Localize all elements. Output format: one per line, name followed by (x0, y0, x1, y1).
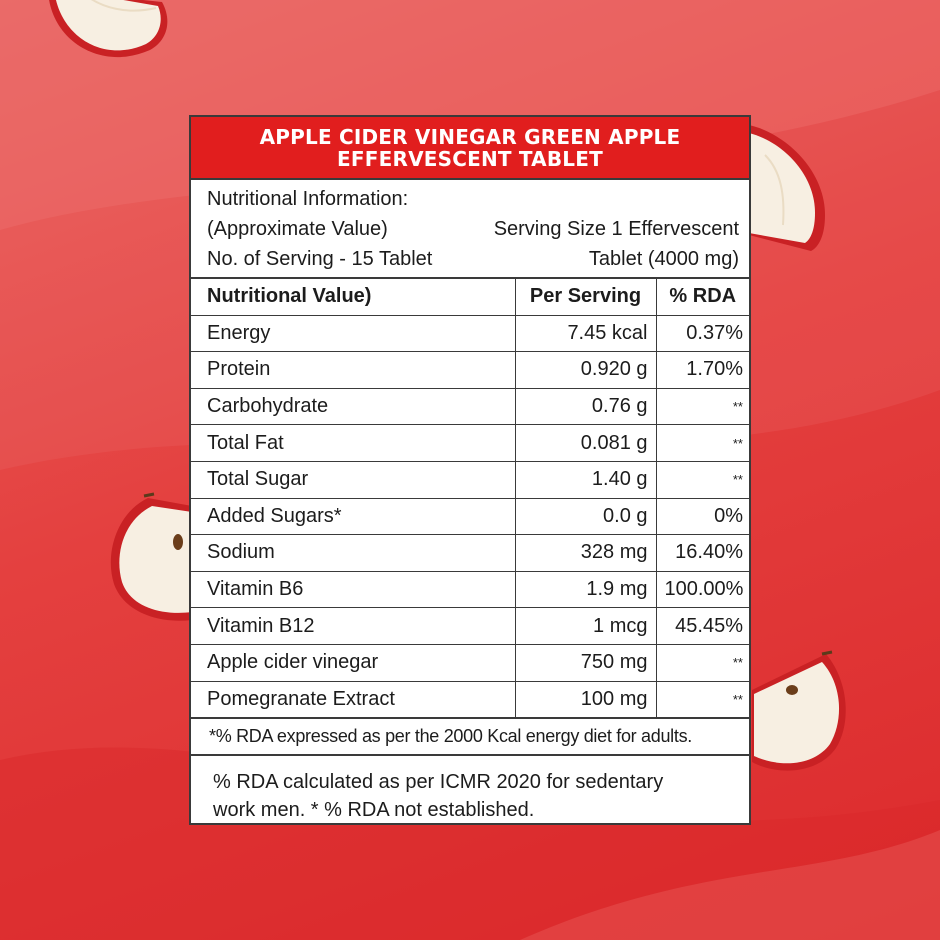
col-header-rda: % RDA (655, 279, 749, 316)
table-row: Pomegranate Extract 100 mg ** (191, 680, 749, 719)
rda-value: ** (655, 460, 749, 499)
apple-slice-left-middle (110, 492, 192, 621)
info-heading: Nutritional Information: (207, 188, 409, 210)
table-header-row: Nutritional Value) Per Serving % RDA (191, 279, 749, 316)
table-row: Added Sugars* 0.0 g 0% (191, 497, 749, 536)
rda-value: ** (655, 387, 749, 426)
nutrition-facts-panel: APPLE CIDER VINEGAR GREEN APPLE EFFERVES… (189, 115, 751, 825)
apple-slice-top-left (49, 0, 168, 58)
nutrient-name: Apple cider vinegar (191, 643, 516, 682)
nutrient-name: Protein (191, 351, 516, 389)
per-serving-value: 0.76 g (514, 387, 657, 426)
icmr-footnote-line1: % RDA calculated as per ICMR 2020 for se… (213, 771, 664, 794)
product-title-line2: EFFERVESCENT TABLET (337, 146, 603, 171)
rda-value: 0.37% (655, 314, 749, 353)
per-serving-value: 0.081 g (514, 424, 657, 462)
table-row: Total Sugar 1.40 g ** (191, 460, 749, 499)
col-header-nutritional-value: Nutritional Value) (191, 279, 516, 316)
per-serving-value: 1 mcg (514, 607, 657, 645)
nutrient-name: Total Sugar (191, 460, 516, 499)
per-serving-value: 0.920 g (514, 351, 657, 389)
nutrition-table: Nutritional Value) Per Serving % RDA Ene… (191, 279, 749, 719)
col-header-per-serving: Per Serving (514, 279, 657, 316)
rda-value: 100.00% (655, 570, 749, 609)
per-serving-value: 1.9 mg (514, 570, 657, 609)
per-serving-value: 7.45 kcal (514, 314, 657, 353)
table-row: Vitamin B12 1 mcg 45.45% (191, 607, 749, 645)
table-row: Vitamin B6 1.9 mg 100.00% (191, 570, 749, 609)
rda-value: ** (655, 643, 749, 682)
rda-footnote: *% RDA expressed as per the 2000 Kcal en… (191, 718, 749, 757)
table-row: Total Fat 0.081 g ** (191, 424, 749, 462)
info-serving-size: Serving Size 1 Effervescent (493, 218, 739, 240)
rda-value: 0% (655, 497, 749, 536)
product-title-line1: APPLE CIDER VINEGAR GREEN APPLE (259, 124, 681, 149)
table-row: Energy 7.45 kcal 0.37% (191, 314, 749, 353)
nutrient-name: Energy (191, 314, 516, 353)
serving-info: Nutritional Information: (Approximate Va… (191, 180, 749, 279)
nutrient-name: Carbohydrate (191, 387, 516, 426)
nutrient-name: Total Fat (191, 424, 516, 462)
per-serving-value: 100 mg (514, 680, 657, 719)
nutrient-name: Sodium (191, 534, 516, 572)
nutrient-name: Pomegranate Extract (191, 680, 516, 719)
per-serving-value: 1.40 g (514, 460, 657, 499)
info-approx: (Approximate Value) (207, 218, 388, 240)
rda-value: ** (655, 424, 749, 462)
rda-value: ** (655, 680, 749, 719)
info-servings-count: No. of Serving - 15 Tablet (207, 248, 433, 270)
per-serving-value: 0.0 g (514, 497, 657, 536)
table-row: Protein 0.920 g 1.70% (191, 351, 749, 389)
info-tablet-weight: Tablet (4000 mg) (588, 248, 739, 270)
apple-slice-right-top (749, 125, 825, 251)
nutrient-name: Added Sugars* (191, 497, 516, 536)
rda-value: 45.45% (655, 607, 749, 645)
per-serving-value: 328 mg (514, 534, 657, 572)
rda-value: 1.70% (655, 351, 749, 389)
nutrient-name: Vitamin B6 (191, 570, 516, 609)
nutrient-name: Vitamin B12 (191, 607, 516, 645)
table-row: Sodium 328 mg 16.40% (191, 534, 749, 572)
table-row: Carbohydrate 0.76 g ** (191, 387, 749, 426)
apple-slice-right-bottom (752, 650, 846, 771)
table-row: Apple cider vinegar 750 mg ** (191, 643, 749, 682)
icmr-footnote-line2: work men. * % RDA not established. (213, 799, 535, 822)
rda-value: 16.40% (655, 534, 749, 572)
product-title: APPLE CIDER VINEGAR GREEN APPLE EFFERVES… (191, 117, 749, 180)
per-serving-value: 750 mg (514, 643, 657, 682)
icmr-footnote: % RDA calculated as per ICMR 2020 for se… (191, 756, 749, 824)
